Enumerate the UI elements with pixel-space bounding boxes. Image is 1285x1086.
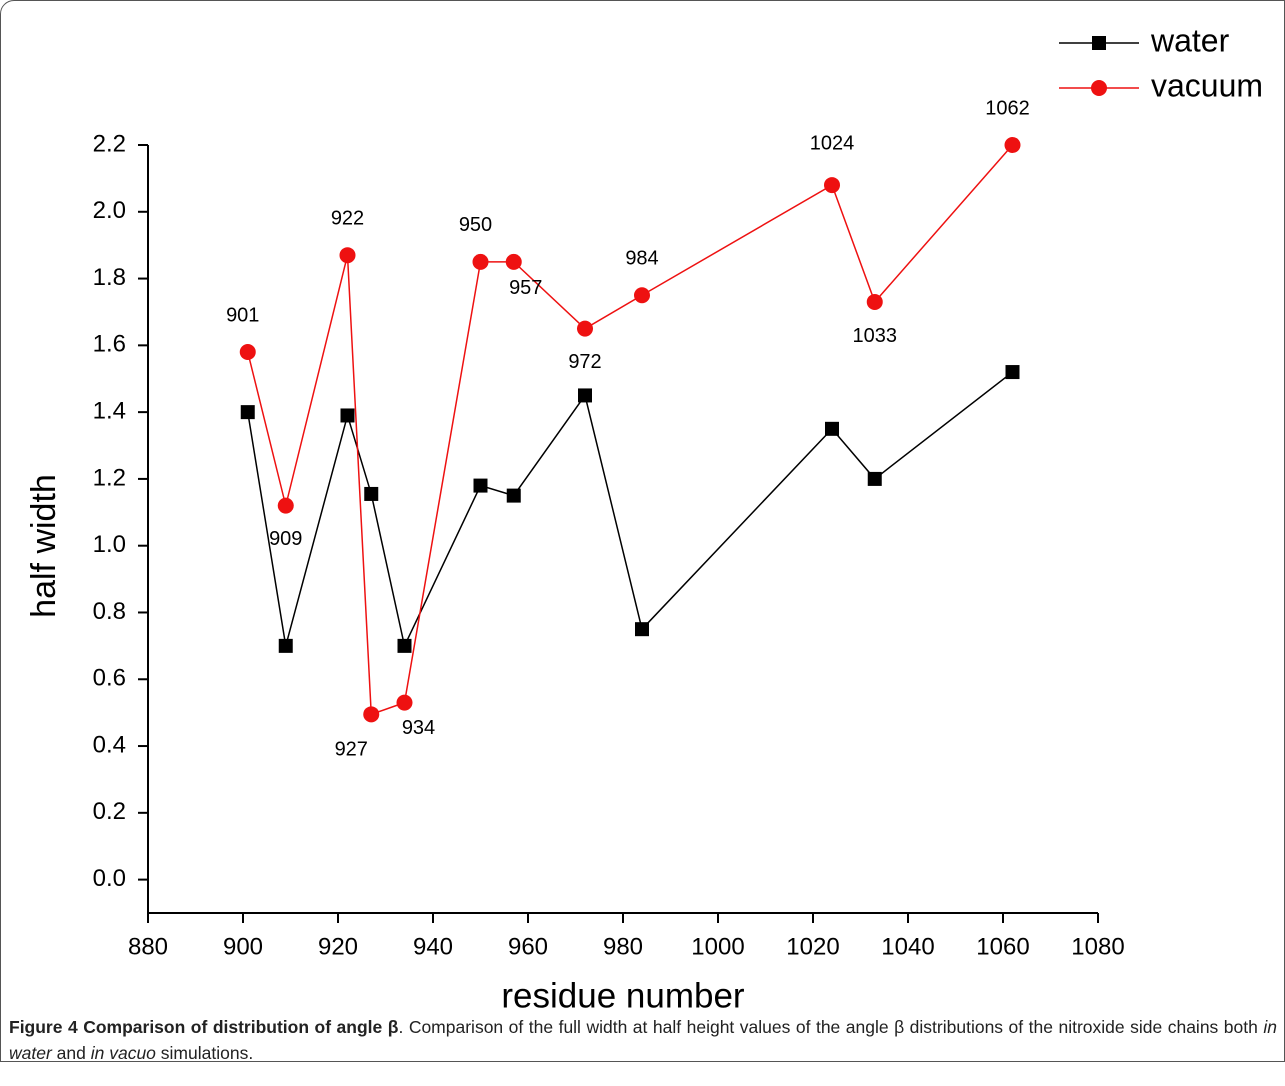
x-tick-label: 1000: [691, 933, 744, 960]
x-tick-label: 1060: [976, 933, 1029, 960]
point-label: 957: [509, 277, 542, 299]
marker: [240, 405, 255, 420]
legend-marker: [1091, 80, 1107, 96]
marker: [397, 638, 412, 653]
marker: [1004, 137, 1021, 153]
y-tick-label: 2.0: [93, 197, 126, 224]
marker: [1005, 365, 1020, 380]
marker: [578, 388, 592, 403]
point-label: 1024: [810, 132, 855, 154]
y-tick-label: 1.8: [93, 264, 126, 291]
marker: [506, 488, 521, 503]
marker: [825, 421, 839, 436]
x-tick-label: 940: [413, 933, 453, 960]
point-label: 922: [331, 207, 364, 229]
point-label: 927: [335, 739, 368, 761]
series-line: [247, 144, 1014, 716]
caption-text: in water: [9, 1017, 1277, 1062]
marker: [866, 293, 883, 310]
marker: [634, 287, 650, 304]
caption: Figure 4 Comparison of distribution of a…: [9, 1014, 1277, 1062]
caption-title: Figure 4 Comparison of distribution of a…: [9, 1017, 399, 1037]
marker: [577, 320, 593, 337]
marker: [867, 471, 882, 486]
y-tick-label: 1.2: [93, 464, 126, 491]
figure-frame: half width residue number 0.0 0.2 0.4 0.6 0.…: [0, 0, 1285, 1062]
legend-label: water: [1150, 22, 1230, 58]
x-tick-label: 1040: [881, 933, 934, 960]
y-tick-label: 0.4: [93, 731, 126, 758]
series-line: [247, 371, 1013, 649]
caption-text: . Comparison of the full width at half h…: [398, 1017, 1264, 1037]
marker: [239, 344, 256, 361]
point-label: 1062: [985, 97, 1030, 119]
point-label: 901: [226, 304, 259, 326]
chart: half width residue number 0.0 0.2 0.4 0.6 0.…: [25, 22, 1263, 1011]
marker: [278, 638, 293, 653]
point-label: 1033: [853, 325, 898, 347]
x-tick-label: 980: [603, 933, 643, 960]
marker: [472, 253, 489, 270]
x-tick-label: 920: [318, 933, 358, 960]
marker: [339, 247, 356, 264]
caption-text: and: [51, 1043, 91, 1062]
marker: [277, 497, 294, 514]
y-tick-label: 1.6: [93, 331, 126, 358]
legend-marker: [1092, 36, 1106, 50]
point-label: 934: [402, 717, 435, 739]
marker: [505, 253, 522, 270]
y-tick-label: 1.0: [93, 531, 126, 558]
y-axis-title: half width: [25, 474, 63, 618]
y-tick-label: 0.8: [93, 598, 126, 625]
point-label: 909: [269, 528, 302, 550]
y-tick-label: 0.0: [93, 865, 126, 892]
y-tick-label: 0.2: [93, 798, 126, 825]
x-tick-label: 1020: [786, 933, 839, 960]
marker: [363, 706, 380, 723]
caption-text: simulations.: [155, 1043, 254, 1062]
x-tick-label: 960: [508, 933, 548, 960]
point-label: 972: [568, 351, 601, 373]
marker: [340, 408, 355, 423]
y-tick-label: 1.4: [93, 397, 126, 424]
marker: [824, 177, 840, 194]
y-tick-label: 0.6: [93, 665, 126, 692]
x-tick-label: 900: [223, 933, 263, 960]
caption-text: in vacuo: [90, 1043, 156, 1062]
x-tick-label: 1080: [1071, 933, 1124, 960]
marker: [396, 694, 413, 711]
x-axis-title: residue number: [501, 976, 745, 1011]
y-tick-label: 2.2: [93, 130, 126, 157]
marker: [364, 486, 379, 501]
legend-label: vacuum: [1151, 67, 1263, 103]
marker: [635, 622, 649, 637]
marker: [473, 478, 488, 493]
x-tick-label: 880: [128, 933, 168, 960]
point-label: 984: [625, 248, 658, 270]
point-label: 950: [459, 214, 492, 236]
